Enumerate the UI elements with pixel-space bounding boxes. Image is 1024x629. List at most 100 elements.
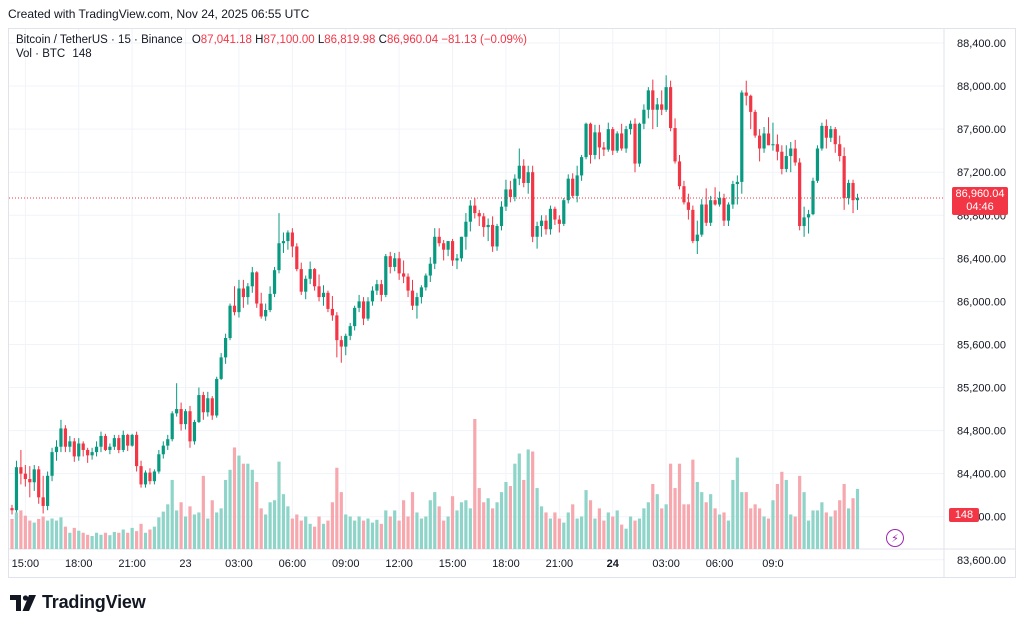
candle-body: [820, 125, 824, 149]
candle-body: [54, 446, 59, 453]
candle-body: [210, 398, 214, 416]
candle-body: [709, 200, 713, 223]
candle-body: [611, 129, 615, 151]
low-label: L: [317, 34, 325, 46]
close-value: 86,960.04: [386, 34, 439, 46]
candle-body: [784, 156, 788, 169]
candle-body: [633, 123, 637, 164]
candle-body: [651, 90, 655, 110]
volume-bar: [789, 514, 793, 549]
candle-body: [330, 308, 334, 316]
volume-bar: [815, 510, 820, 549]
volume-bar: [740, 492, 744, 549]
candle-body: [717, 198, 722, 205]
volume-bar: [664, 504, 668, 549]
volume-bar: [793, 516, 797, 549]
candle-body: [548, 208, 553, 230]
candle-body: [464, 221, 468, 237]
candle-body: [179, 409, 183, 425]
candle-body: [23, 473, 27, 480]
candle-body: [624, 129, 628, 149]
candle-body: [201, 395, 205, 413]
volume-bar: [228, 469, 232, 549]
y-tick-label: 88,000.00: [957, 81, 1006, 93]
candle-body: [691, 209, 695, 242]
volume-bar: [686, 504, 690, 549]
volume-bar: [357, 516, 361, 549]
volume-bar: [77, 530, 81, 549]
candle-body: [379, 284, 383, 295]
volume-bar: [855, 488, 860, 549]
candle-body: [175, 409, 179, 414]
volume-bar: [691, 459, 695, 549]
volume-bar: [295, 514, 299, 549]
candle-body: [539, 220, 544, 227]
volume-bar: [375, 519, 379, 549]
volume-bar: [388, 516, 392, 549]
candle-body: [286, 232, 290, 242]
open-label: O: [191, 34, 201, 46]
candle-body: [281, 241, 286, 244]
x-tick-label: 06:00: [706, 558, 734, 570]
candle-body: [455, 258, 459, 261]
brand-name: TradingView: [42, 592, 146, 612]
volume-bar: [824, 512, 828, 549]
x-tick-label: 18:00: [65, 558, 93, 570]
candle-body: [357, 301, 361, 308]
volume-bar: [264, 514, 268, 549]
candle-body: [402, 273, 406, 277]
volume-bar: [522, 479, 526, 549]
volume-bar: [126, 532, 130, 549]
volume-bar: [72, 527, 76, 549]
volume-bar: [406, 516, 410, 549]
volume-bar: [459, 502, 464, 549]
candle-body: [268, 293, 272, 310]
candle-body: [726, 204, 731, 221]
volume-bar: [179, 502, 183, 549]
volume-bar: [651, 484, 655, 549]
x-tick-label: 09:0: [762, 558, 783, 570]
volume-bar: [272, 500, 277, 549]
volume-bar: [508, 486, 512, 549]
volume-bar: [94, 532, 99, 549]
candle-body: [802, 217, 806, 227]
candle-body: [237, 288, 241, 313]
volume-bar: [482, 502, 486, 549]
candle-body: [664, 87, 668, 110]
volume-bar: [250, 469, 254, 549]
candle-body: [660, 104, 664, 110]
volume-bar: [304, 516, 308, 549]
volume-bar: [646, 502, 650, 549]
candle-body: [37, 469, 41, 498]
volume-bar: [379, 523, 383, 549]
candle-body: [335, 315, 339, 341]
lightning-icon[interactable]: ⚡: [886, 529, 904, 547]
candle-body: [264, 309, 268, 317]
candle-body: [580, 157, 584, 176]
y-tick-label: 85,600.00: [957, 339, 1006, 351]
candle-body: [824, 125, 828, 138]
candle-body: [686, 202, 690, 210]
y-tick-label: 86,400.00: [957, 253, 1006, 265]
candle-body: [735, 181, 739, 185]
candle-body: [829, 129, 833, 138]
volume-bar: [775, 484, 779, 549]
candle-body: [375, 284, 379, 291]
candle-body: [495, 226, 499, 247]
volume-bar: [669, 463, 673, 549]
volume-bar: [14, 512, 19, 549]
volume-bar: [771, 500, 775, 549]
candle-body: [197, 395, 201, 422]
volume-bar: [847, 508, 851, 549]
volume-bar: [513, 463, 517, 549]
volume-bar: [206, 518, 210, 549]
candle-body: [415, 297, 419, 306]
volume-bar: [495, 502, 499, 549]
candle-body: [620, 133, 624, 149]
candle-body: [388, 256, 392, 267]
volume-bar: [246, 463, 250, 549]
x-tick-label: 21:00: [546, 558, 574, 570]
candle-body: [833, 129, 837, 145]
volume-bar: [99, 534, 103, 549]
